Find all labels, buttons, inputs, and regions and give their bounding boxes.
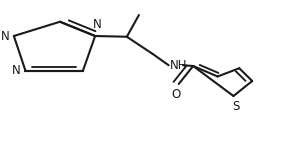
Text: N: N xyxy=(1,30,9,42)
Text: N: N xyxy=(93,18,102,32)
Text: N: N xyxy=(12,64,21,77)
Text: O: O xyxy=(171,88,181,101)
Text: S: S xyxy=(233,100,240,113)
Text: NH: NH xyxy=(170,59,188,72)
